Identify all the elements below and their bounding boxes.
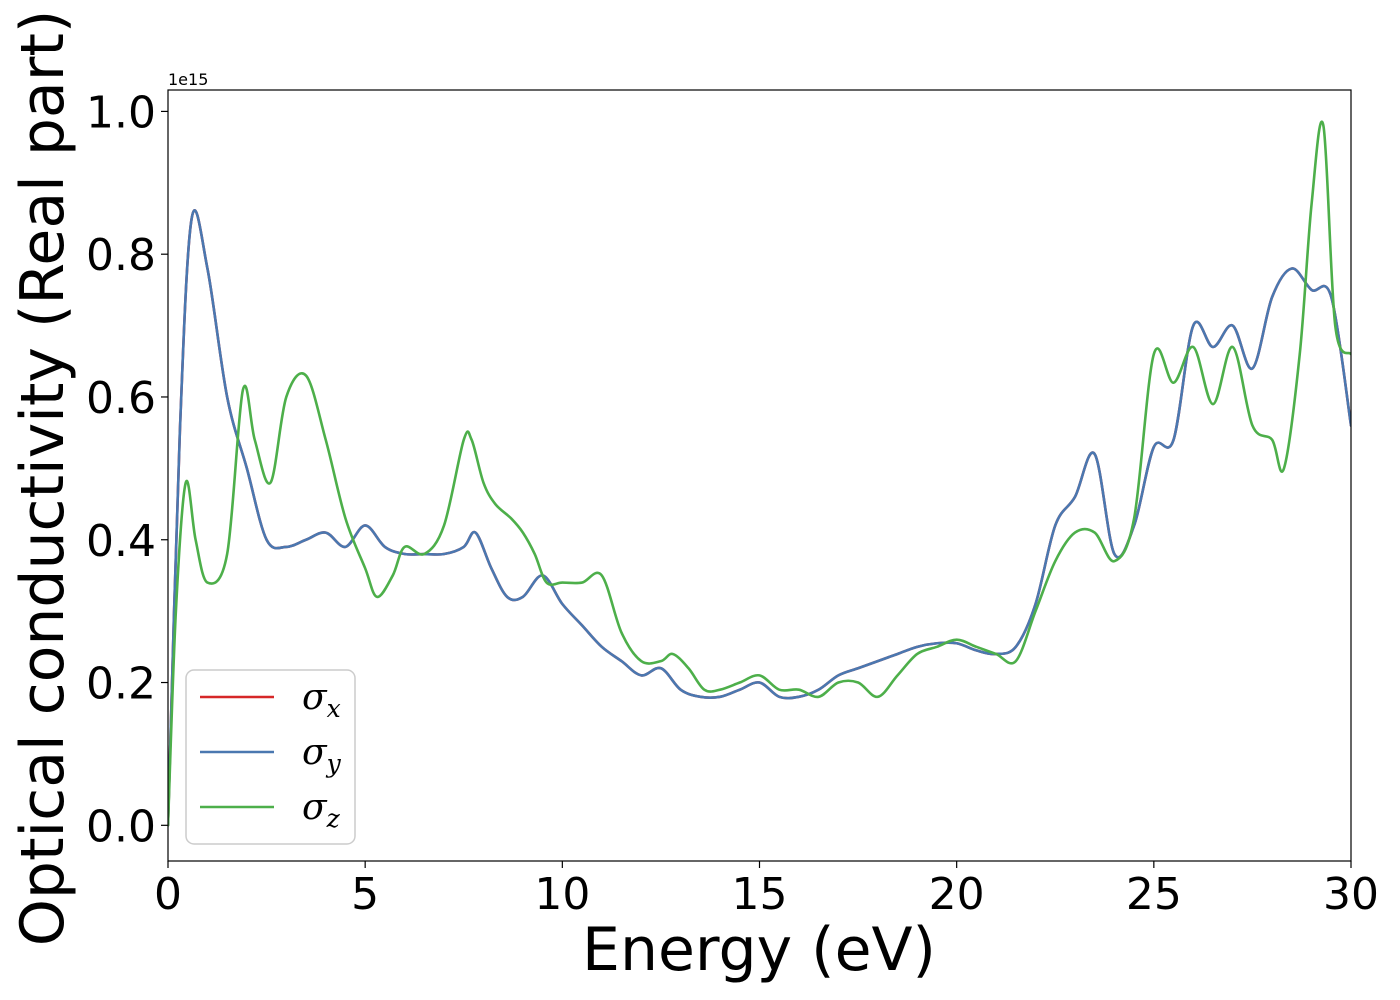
y-axis-ticks: 0.0 0.2 0.4 0.6 0.8 1.0 bbox=[86, 87, 168, 852]
legend-label-x: σx bbox=[302, 677, 341, 723]
y-axis-label: Optical conductivity (Real part) bbox=[8, 10, 78, 947]
x-tick-label: 0 bbox=[154, 869, 182, 920]
x-tick-label: 5 bbox=[351, 869, 379, 920]
y-tick-label: 1.0 bbox=[86, 87, 156, 138]
y-tick-label: 0.2 bbox=[86, 659, 156, 710]
y-tick-label: 0.4 bbox=[86, 516, 156, 567]
y-tick-label: 0.8 bbox=[86, 230, 156, 281]
y-tick-label: 0.6 bbox=[86, 373, 156, 424]
y-tick-label: 0.0 bbox=[86, 801, 156, 852]
x-tick-label: 25 bbox=[1126, 869, 1182, 920]
legend-box bbox=[185, 669, 356, 845]
series-line-z bbox=[168, 120, 1351, 827]
x-axis-label: Energy (eV) bbox=[582, 915, 936, 985]
x-tick-label: 10 bbox=[534, 869, 590, 920]
series-line-y bbox=[168, 209, 1351, 827]
x-tick-label: 30 bbox=[1323, 869, 1379, 920]
x-tick-label: 20 bbox=[929, 869, 985, 920]
x-axis-ticks: 0 5 10 15 20 25 30 bbox=[154, 861, 1379, 920]
x-tick-label: 15 bbox=[732, 869, 788, 920]
y-offset-text: 1e15 bbox=[168, 70, 208, 89]
series-lines bbox=[168, 120, 1351, 827]
